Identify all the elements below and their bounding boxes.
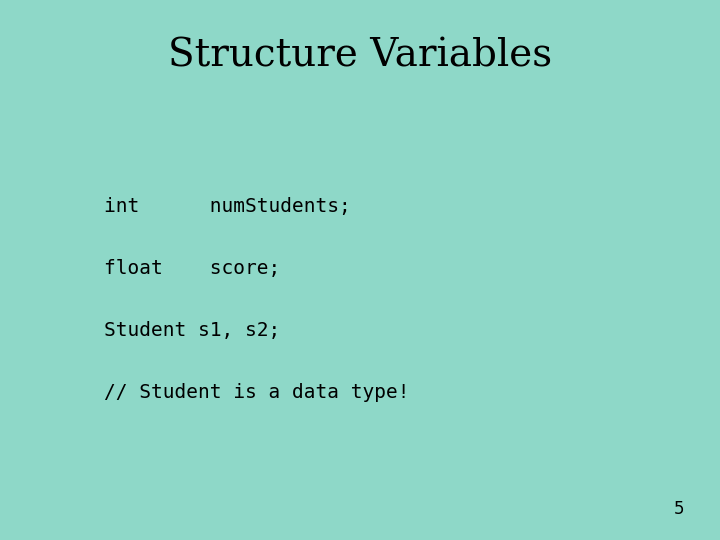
Text: float    score;: float score; xyxy=(104,259,281,278)
Text: 5: 5 xyxy=(673,501,684,518)
Text: Student s1, s2;: Student s1, s2; xyxy=(104,321,281,340)
Text: // Student is a data type!: // Student is a data type! xyxy=(104,383,410,402)
Text: int      numStudents;: int numStudents; xyxy=(104,197,351,216)
Text: Structure Variables: Structure Variables xyxy=(168,38,552,75)
